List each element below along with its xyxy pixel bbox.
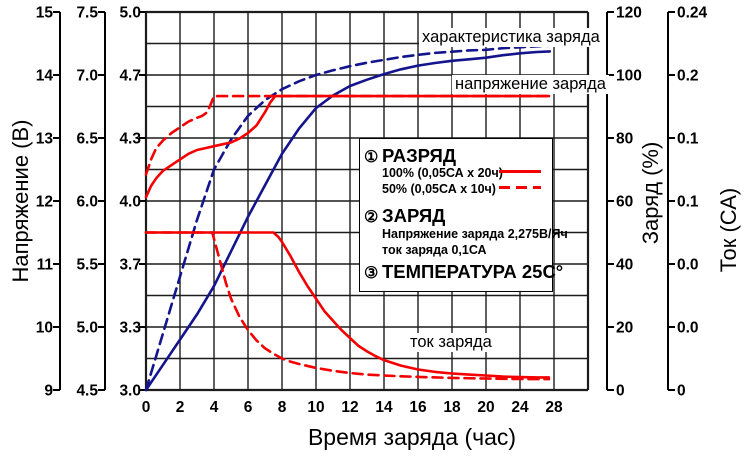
svg-text:80: 80 bbox=[616, 131, 633, 148]
svg-text:0.1: 0.1 bbox=[677, 131, 699, 148]
svg-text:3.0: 3.0 bbox=[119, 383, 141, 400]
legend-item1-line2: 50% (0,05СА х 10ч) bbox=[382, 182, 496, 196]
svg-text:12: 12 bbox=[341, 399, 358, 416]
svg-text:9: 9 bbox=[44, 383, 53, 400]
svg-text:40: 40 bbox=[616, 257, 633, 274]
curve-label-charge-current: ток заряда bbox=[407, 333, 495, 352]
svg-text:6.5: 6.5 bbox=[76, 131, 98, 148]
series-4 bbox=[144, 231, 551, 381]
svg-text:4.3: 4.3 bbox=[119, 131, 141, 148]
svg-text:3.7: 3.7 bbox=[119, 257, 141, 274]
svg-text:24: 24 bbox=[511, 399, 529, 416]
legend-dashed-line-sample bbox=[499, 186, 541, 189]
svg-text:3.3: 3.3 bbox=[119, 320, 141, 337]
y-axis-voltage-4v: 5.0 4.7 4.3 4.0 3.7 3.3 3.0 bbox=[119, 5, 146, 400]
svg-text:5.5: 5.5 bbox=[76, 257, 98, 274]
svg-text:2: 2 bbox=[176, 399, 185, 416]
svg-text:18: 18 bbox=[443, 399, 461, 416]
svg-text:0.2: 0.2 bbox=[677, 68, 699, 85]
svg-text:0.1: 0.1 bbox=[677, 194, 699, 211]
series-1 bbox=[144, 50, 552, 392]
legend-item3-number: ③ bbox=[364, 265, 379, 282]
series-0 bbox=[144, 44, 552, 392]
svg-text:5.0: 5.0 bbox=[76, 320, 98, 337]
series-2 bbox=[144, 94, 551, 176]
svg-text:28: 28 bbox=[545, 399, 563, 416]
svg-text:4.5: 4.5 bbox=[76, 383, 98, 400]
svg-text:4.0: 4.0 bbox=[119, 194, 141, 211]
svg-text:120: 120 bbox=[616, 5, 642, 22]
svg-text:0: 0 bbox=[142, 399, 151, 416]
svg-text:15: 15 bbox=[36, 5, 54, 22]
svg-text:4.7: 4.7 bbox=[119, 68, 141, 85]
svg-text:10: 10 bbox=[36, 320, 53, 337]
legend: ① РАЗРЯД 100% (0,05СА х 20ч) 50% (0,05СА… bbox=[359, 138, 568, 292]
svg-text:12: 12 bbox=[36, 194, 53, 211]
legend-item1-number: ① bbox=[364, 149, 379, 166]
x-axis-tick-labels: 0 2 4 6 8 10 12 14 16 18 20 24 28 bbox=[142, 399, 563, 416]
legend-item2-line1: Напряжение заряда 2,275В/Яч bbox=[382, 227, 568, 241]
svg-text:6.0: 6.0 bbox=[76, 194, 98, 211]
svg-text:60: 60 bbox=[616, 194, 633, 211]
series-3 bbox=[144, 94, 551, 199]
svg-text:0.24: 0.24 bbox=[677, 5, 708, 22]
legend-item2-line2: ток заряда 0,1СА bbox=[382, 243, 487, 257]
series-5 bbox=[144, 231, 551, 379]
y-axis-charge: 120 100 80 60 40 20 0 bbox=[606, 5, 642, 400]
y-axis-title-current: Ток (СА) bbox=[716, 187, 741, 273]
svg-text:8: 8 bbox=[278, 399, 287, 416]
y-axis-title-voltage: Напряжение (В) bbox=[8, 119, 33, 283]
svg-text:11: 11 bbox=[37, 257, 54, 274]
svg-text:0: 0 bbox=[616, 383, 625, 400]
svg-text:0.0: 0.0 bbox=[677, 320, 699, 337]
svg-text:100: 100 bbox=[616, 68, 642, 85]
svg-text:13: 13 bbox=[36, 131, 54, 148]
svg-text:5.0: 5.0 bbox=[119, 5, 141, 22]
y-axis-voltage-12v: 15 14 13 12 11 10 9 bbox=[36, 5, 61, 400]
svg-text:10: 10 bbox=[307, 399, 324, 416]
legend-item3-title: ТЕМПЕРАТУРА 25С° bbox=[382, 261, 564, 282]
svg-text:20: 20 bbox=[616, 320, 633, 337]
svg-text:7.0: 7.0 bbox=[76, 68, 98, 85]
curve-label-charge-voltage: напряжение заряда bbox=[452, 75, 609, 94]
y-axis-current: 0.24 0.2 0.1 0.1 0.0 0.0 0 bbox=[667, 5, 708, 400]
svg-text:0.0: 0.0 bbox=[677, 257, 699, 274]
svg-text:14: 14 bbox=[375, 399, 393, 416]
svg-text:20: 20 bbox=[477, 399, 494, 416]
legend-item2-title: ЗАРЯД bbox=[382, 205, 446, 226]
svg-text:4: 4 bbox=[210, 399, 219, 416]
legend-item2-number: ② bbox=[364, 209, 379, 226]
svg-text:7.5: 7.5 bbox=[76, 5, 98, 22]
curve-label-charge-characteristic: характеристика заряда bbox=[419, 28, 603, 47]
y-axis-title-charge: Заряд (%) bbox=[638, 141, 663, 245]
legend-item1-line1: 100% (0,05СА х 20ч) bbox=[382, 166, 503, 180]
legend-solid-line-sample bbox=[499, 170, 541, 173]
svg-text:0: 0 bbox=[677, 383, 686, 400]
svg-text:6: 6 bbox=[244, 399, 253, 416]
svg-text:16: 16 bbox=[409, 399, 427, 416]
x-axis-title: Время заряда (час) bbox=[307, 424, 517, 450]
svg-text:14: 14 bbox=[36, 68, 54, 85]
legend-item1-title: РАЗРЯД bbox=[382, 145, 457, 166]
y-axis-voltage-6v: 7.5 7.0 6.5 6.0 5.5 5.0 4.5 bbox=[76, 5, 106, 400]
